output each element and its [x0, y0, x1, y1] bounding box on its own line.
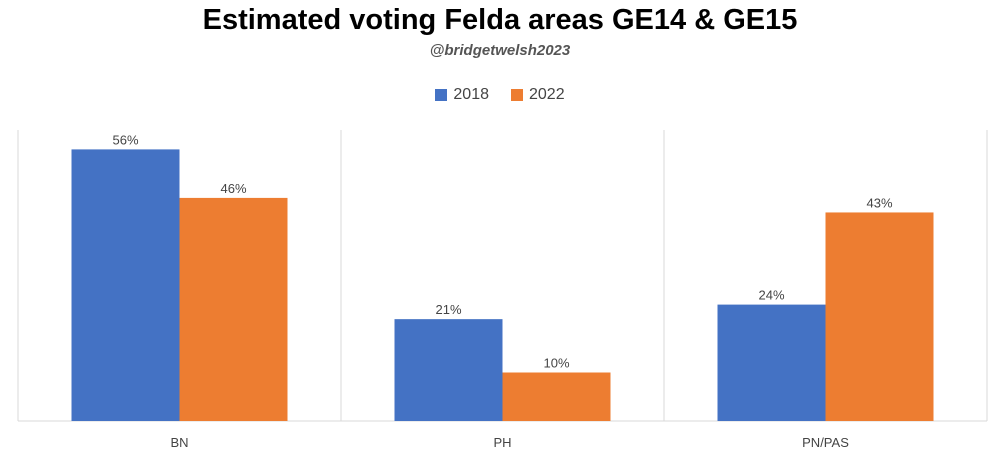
legend-swatch-2018	[435, 89, 448, 101]
chart-subtitle: @bridgetwelsh2023	[429, 42, 571, 59]
data-label: 21%	[435, 302, 461, 317]
legend-swatch-2022	[511, 89, 523, 101]
x-tick-label: PH	[493, 435, 511, 450]
legend-label-2022: 2022	[529, 86, 565, 103]
data-label: 56%	[112, 132, 138, 147]
bar-2022-pn-pas	[825, 212, 934, 421]
legend-item-2018: 2018	[435, 86, 489, 104]
legend: 2018 2022	[0, 86, 1000, 104]
chart-title: Estimated voting Felda areas GE14 & GE15	[202, 4, 798, 36]
bar-2018-pn-pas	[717, 304, 826, 421]
data-label: 24%	[758, 288, 784, 303]
x-tick-label: PN/PAS	[802, 435, 849, 450]
bar-2022-bn	[179, 197, 288, 421]
bar-2022-ph	[502, 372, 611, 421]
data-label: 10%	[543, 356, 569, 371]
data-label: 46%	[220, 181, 246, 196]
x-tick-label: BN	[170, 435, 188, 450]
legend-item-2022: 2022	[511, 86, 565, 104]
legend-label-2018: 2018	[453, 86, 489, 103]
data-label: 43%	[866, 195, 892, 210]
bar-2018-ph	[394, 319, 503, 421]
bar-2018-bn	[71, 149, 180, 421]
